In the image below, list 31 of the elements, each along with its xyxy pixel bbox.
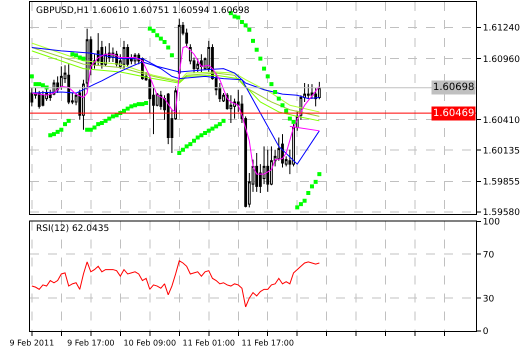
y-tick-label: 1.61240 <box>482 24 520 34</box>
y-tick-label: 30 <box>482 294 495 304</box>
chart-title: RSI(12) 62.0435 <box>36 224 110 234</box>
x-tick-label: 9 Feb 17:00 <box>67 338 115 348</box>
y-tick-label: 1.59855 <box>482 177 520 188</box>
candlestick <box>42 90 44 107</box>
y-tick-label: 0 <box>482 327 489 338</box>
line-series <box>31 46 320 175</box>
y-tick-label: 1.60960 <box>482 54 520 65</box>
ref-line-label: 1.60698 <box>433 82 474 93</box>
y-tick-label: 70 <box>482 250 495 260</box>
candlestick <box>255 152 258 192</box>
y-tick-label: 1.60135 <box>482 146 520 156</box>
y-tick-label: 1.60410 <box>482 116 520 126</box>
ref-line-label: 1.60469 <box>433 108 474 119</box>
line-series <box>31 260 320 308</box>
candlestick <box>196 58 200 72</box>
candlestick <box>229 94 232 124</box>
candlestick <box>200 54 203 72</box>
y-tick-label: 100 <box>482 217 500 228</box>
candlestick <box>122 40 126 70</box>
x-tick-label: 10 Feb 09:00 <box>124 338 176 348</box>
x-tick-label: 11 Feb 17:00 <box>242 338 294 348</box>
candlestick <box>60 66 63 90</box>
x-tick-label: 9 Feb 2011 <box>9 338 54 348</box>
y-tick-label: 1.59580 <box>482 208 520 218</box>
candlestick <box>266 149 270 192</box>
candlestick <box>67 64 70 105</box>
candlestick <box>306 84 310 100</box>
text: GBPUSD,H1 1.60610 1.60751 1.60594 1.60698 <box>36 6 250 16</box>
x-tick-label: 11 Feb 01:00 <box>182 338 236 348</box>
